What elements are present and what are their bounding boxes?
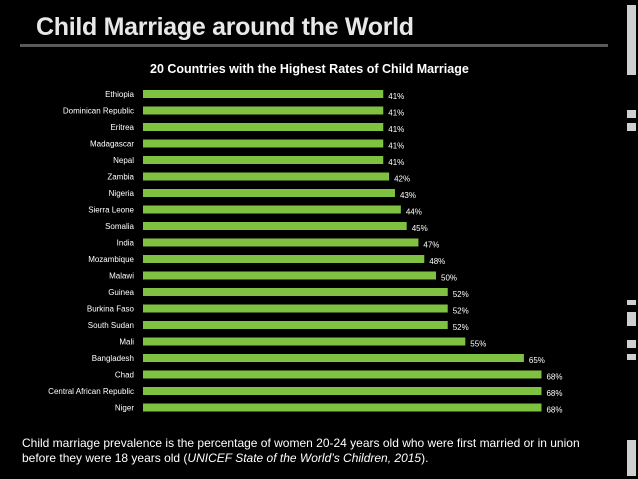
bar: [143, 387, 542, 395]
bar: [143, 156, 384, 164]
data-label: 41%: [388, 158, 404, 167]
caption: Child marriage prevalence is the percent…: [22, 436, 612, 466]
category-label: Zambia: [107, 173, 134, 182]
data-label: 52%: [453, 323, 469, 332]
data-label: 52%: [453, 290, 469, 299]
category-label: Nigeria: [109, 189, 135, 198]
category-label: Burkina Faso: [87, 305, 135, 314]
category-label: South Sudan: [88, 321, 134, 330]
category-label: Mali: [119, 338, 134, 347]
caption-source: UNICEF State of the World’s Children, 20…: [187, 451, 422, 465]
slide-title: Child Marriage around the World: [36, 13, 414, 41]
data-label: 68%: [546, 389, 562, 398]
bar: [143, 288, 448, 296]
category-label: Malawi: [109, 272, 134, 281]
bar: [143, 271, 436, 280]
deco-block: [627, 123, 636, 131]
category-label: Somalia: [105, 222, 134, 231]
category-label: Niger: [115, 404, 134, 413]
category-label: Bangladesh: [92, 354, 134, 363]
bar: [143, 370, 542, 379]
data-label: 41%: [388, 92, 404, 101]
side-decoration: [625, 0, 638, 479]
bar: [143, 255, 425, 263]
deco-block: [627, 300, 636, 305]
bar: [143, 205, 401, 214]
data-label: 41%: [388, 109, 404, 118]
data-label: 44%: [406, 208, 422, 217]
deco-block: [627, 312, 636, 326]
data-label: 48%: [429, 257, 445, 266]
bar: [143, 354, 524, 362]
bar: [143, 304, 448, 313]
bar: [143, 123, 384, 131]
category-label: Nepal: [113, 156, 134, 165]
caption-end: ).: [421, 451, 429, 465]
bar: [143, 403, 542, 412]
deco-block: [627, 110, 636, 118]
deco-block: [627, 440, 636, 476]
deco-block: [627, 340, 636, 348]
category-label: Sierra Leone: [88, 206, 134, 215]
data-label: 50%: [441, 274, 457, 283]
bar: [143, 222, 407, 230]
data-label: 68%: [546, 373, 562, 382]
bar: [143, 189, 395, 197]
chart-title: 20 Countries with the Highest Rates of C…: [150, 62, 469, 76]
category-label: India: [117, 239, 135, 248]
data-label: 42%: [394, 175, 410, 184]
category-label: Chad: [115, 371, 134, 380]
bar: [143, 139, 384, 148]
data-label: 41%: [388, 125, 404, 134]
caption-text: Child marriage prevalence is the percent…: [22, 436, 580, 465]
bar: [143, 238, 419, 247]
bar: [143, 106, 384, 115]
bar: [143, 172, 390, 181]
data-label: 43%: [400, 191, 416, 200]
data-label: 55%: [470, 340, 486, 349]
deco-block: [627, 5, 636, 75]
data-label: 47%: [423, 241, 439, 250]
category-label: Central African Republic: [48, 387, 134, 396]
bar-chart: Ethiopia 41% Dominican Republic 41% Eritrea 4…: [48, 90, 562, 415]
bar: [143, 90, 384, 98]
data-label: 68%: [546, 406, 562, 415]
deco-block: [627, 354, 636, 360]
data-label: 41%: [388, 142, 404, 151]
category-label: Dominican Republic: [63, 107, 134, 116]
bar: [143, 321, 448, 329]
category-label: Ethiopia: [105, 90, 134, 99]
category-label: Eritrea: [110, 123, 134, 132]
data-label: 65%: [529, 356, 545, 365]
bar: [143, 337, 466, 346]
data-label: 45%: [412, 224, 428, 233]
category-label: Mozambique: [88, 255, 134, 264]
category-label: Guinea: [108, 288, 134, 297]
data-label: 52%: [453, 307, 469, 316]
category-label: Madagascar: [90, 140, 134, 149]
title-underline: [20, 44, 608, 47]
